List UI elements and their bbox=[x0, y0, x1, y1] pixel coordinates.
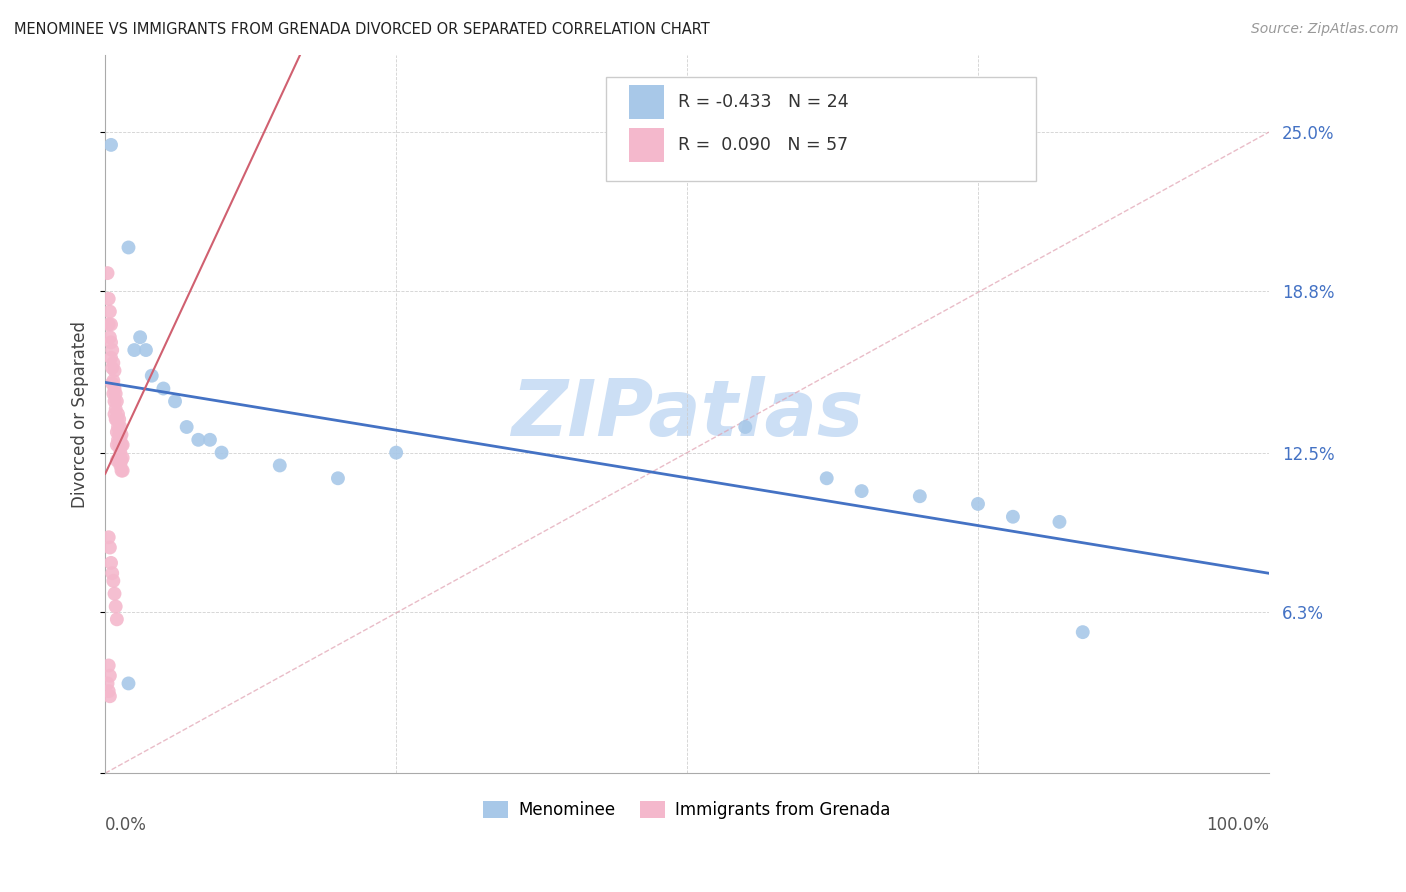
Point bbox=[103, 407, 125, 421]
Point bbox=[103, 394, 125, 409]
Point bbox=[108, 412, 131, 426]
Point bbox=[104, 402, 127, 417]
FancyBboxPatch shape bbox=[628, 128, 664, 162]
Point bbox=[104, 412, 127, 426]
Point bbox=[103, 363, 125, 377]
Point bbox=[124, 343, 146, 357]
Point bbox=[105, 612, 128, 626]
Text: MENOMINEE VS IMMIGRANTS FROM GRENADA DIVORCED OR SEPARATED CORRELATION CHART: MENOMINEE VS IMMIGRANTS FROM GRENADA DIV… bbox=[14, 22, 710, 37]
Point bbox=[110, 445, 132, 459]
Point bbox=[100, 335, 122, 350]
Point bbox=[187, 433, 209, 447]
Point bbox=[815, 471, 838, 485]
Point bbox=[111, 464, 134, 478]
Point bbox=[111, 438, 134, 452]
Point bbox=[101, 376, 124, 391]
Point bbox=[103, 382, 125, 396]
Point bbox=[103, 587, 125, 601]
Point bbox=[96, 266, 118, 280]
Point bbox=[110, 458, 132, 473]
Text: R =  0.090   N = 57: R = 0.090 N = 57 bbox=[678, 136, 848, 154]
Point bbox=[105, 438, 128, 452]
Point bbox=[141, 368, 163, 383]
Point bbox=[105, 394, 128, 409]
Point bbox=[117, 676, 139, 690]
Point bbox=[110, 427, 132, 442]
Point bbox=[107, 420, 129, 434]
Point bbox=[110, 453, 132, 467]
Point bbox=[100, 351, 122, 365]
Point bbox=[97, 292, 120, 306]
Point bbox=[176, 420, 198, 434]
Point bbox=[110, 420, 132, 434]
Point bbox=[108, 453, 131, 467]
FancyBboxPatch shape bbox=[606, 77, 1036, 181]
Text: ZIPatlas: ZIPatlas bbox=[510, 376, 863, 452]
Point bbox=[104, 386, 127, 401]
Point bbox=[211, 445, 233, 459]
Point bbox=[101, 361, 124, 376]
Point bbox=[163, 394, 186, 409]
Point bbox=[98, 304, 121, 318]
Text: R = -0.433   N = 24: R = -0.433 N = 24 bbox=[678, 93, 848, 111]
FancyBboxPatch shape bbox=[628, 85, 664, 119]
Point bbox=[103, 374, 125, 388]
Point bbox=[734, 420, 756, 434]
Point bbox=[97, 530, 120, 544]
Point bbox=[98, 541, 121, 555]
Point bbox=[98, 690, 121, 704]
Point bbox=[385, 445, 408, 459]
Text: 100.0%: 100.0% bbox=[1206, 816, 1270, 834]
Point bbox=[100, 556, 122, 570]
Point bbox=[103, 386, 125, 401]
Point bbox=[129, 330, 152, 344]
Point bbox=[97, 684, 120, 698]
Point bbox=[117, 240, 139, 254]
Point bbox=[103, 356, 125, 370]
Point bbox=[108, 427, 131, 442]
Legend: Menominee, Immigrants from Grenada: Menominee, Immigrants from Grenada bbox=[477, 795, 897, 826]
Y-axis label: Divorced or Separated: Divorced or Separated bbox=[72, 320, 89, 508]
Point bbox=[107, 433, 129, 447]
Point bbox=[100, 318, 122, 332]
Point bbox=[101, 343, 124, 357]
Point bbox=[1049, 515, 1071, 529]
Point bbox=[97, 318, 120, 332]
Point bbox=[105, 453, 128, 467]
Point bbox=[110, 433, 132, 447]
Point bbox=[97, 658, 120, 673]
Point bbox=[110, 464, 132, 478]
Point bbox=[198, 433, 221, 447]
Point bbox=[1001, 509, 1024, 524]
Point bbox=[110, 438, 132, 452]
Point bbox=[111, 450, 134, 465]
Point bbox=[967, 497, 990, 511]
Point bbox=[104, 599, 127, 614]
Point bbox=[105, 412, 128, 426]
Point bbox=[105, 425, 128, 439]
Text: Source: ZipAtlas.com: Source: ZipAtlas.com bbox=[1251, 22, 1399, 37]
Point bbox=[152, 382, 174, 396]
Point bbox=[851, 484, 873, 499]
Point bbox=[107, 407, 129, 421]
Text: 0.0%: 0.0% bbox=[105, 816, 148, 834]
Point bbox=[1071, 625, 1094, 640]
Point bbox=[101, 566, 124, 581]
Point bbox=[269, 458, 291, 473]
Point bbox=[100, 137, 122, 152]
Point bbox=[103, 574, 125, 588]
Point bbox=[96, 676, 118, 690]
Point bbox=[326, 471, 349, 485]
Point bbox=[98, 330, 121, 344]
Point bbox=[908, 489, 931, 503]
Point bbox=[98, 669, 121, 683]
Point bbox=[135, 343, 157, 357]
Point bbox=[108, 438, 131, 452]
